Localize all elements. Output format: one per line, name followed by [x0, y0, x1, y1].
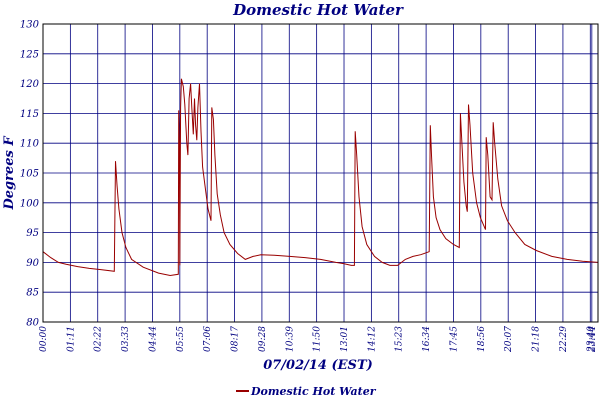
x-tick-label: 07:06: [203, 326, 213, 352]
y-tick-label: 100: [20, 198, 40, 209]
x-tick-label: 02:22: [94, 326, 104, 352]
x-tick-label: 20:07: [504, 326, 514, 353]
x-tick-label: 21:18: [532, 326, 542, 353]
x-tick-label: 17:45: [449, 326, 459, 352]
y-tick-labels: 80 85 90 95 100 105 110 115 120 125 130: [20, 20, 40, 329]
x-tick-label: 08:17: [231, 326, 241, 352]
grid: [42, 23, 598, 323]
x-tick-label: 03:33: [121, 326, 131, 352]
x-tick-label: 18:56: [477, 326, 487, 352]
x-tick-label: 23:44: [588, 326, 598, 353]
x-tick-label: 05:55: [176, 326, 186, 352]
x-tick-label: 11:50: [313, 326, 323, 352]
x-tick-label: 15:23: [395, 326, 405, 352]
series-line-domestic-hot-water: [42, 78, 599, 277]
y-tick-label: 120: [20, 79, 40, 90]
y-tick-label: 85: [26, 288, 39, 299]
x-tick-label: 00:00: [39, 326, 49, 352]
x-axis-label: 07/02/14 (EST): [263, 358, 373, 373]
y-tick-label: 80: [26, 318, 39, 329]
y-tick-label: 130: [20, 20, 40, 31]
x-tick-label: 04:44: [148, 326, 158, 352]
x-tick-label: 10:39: [285, 326, 295, 352]
y-tick-label: 95: [26, 228, 39, 239]
x-tick-label: 13:01: [340, 326, 350, 352]
x-tick-label: 23:40: [586, 326, 596, 353]
x-tick-label: 01:11: [66, 326, 76, 352]
plot-frame: [42, 23, 599, 323]
y-tick-label: 105: [20, 169, 39, 180]
y-axis-label: Degrees F: [2, 136, 17, 211]
x-tick-label: 16:34: [422, 326, 432, 352]
x-tick-label: 22:29: [559, 326, 569, 353]
x-tick-label: 09:28: [258, 326, 268, 352]
legend-label: Domestic Hot Water: [250, 385, 377, 398]
y-tick-label: 90: [26, 258, 39, 269]
x-tick-labels: 00:00 01:11 02:22 03:33 04:44 05:55 07:06 08:17…: [39, 326, 598, 353]
y-tick-label: 110: [20, 139, 40, 150]
chart-title: Domestic Hot Water: [232, 1, 404, 19]
x-tick-label: 14:12: [367, 326, 377, 352]
y-tick-label: 125: [20, 49, 39, 60]
legend: Domestic Hot Water: [236, 385, 377, 398]
y-tick-label: 115: [20, 109, 39, 120]
